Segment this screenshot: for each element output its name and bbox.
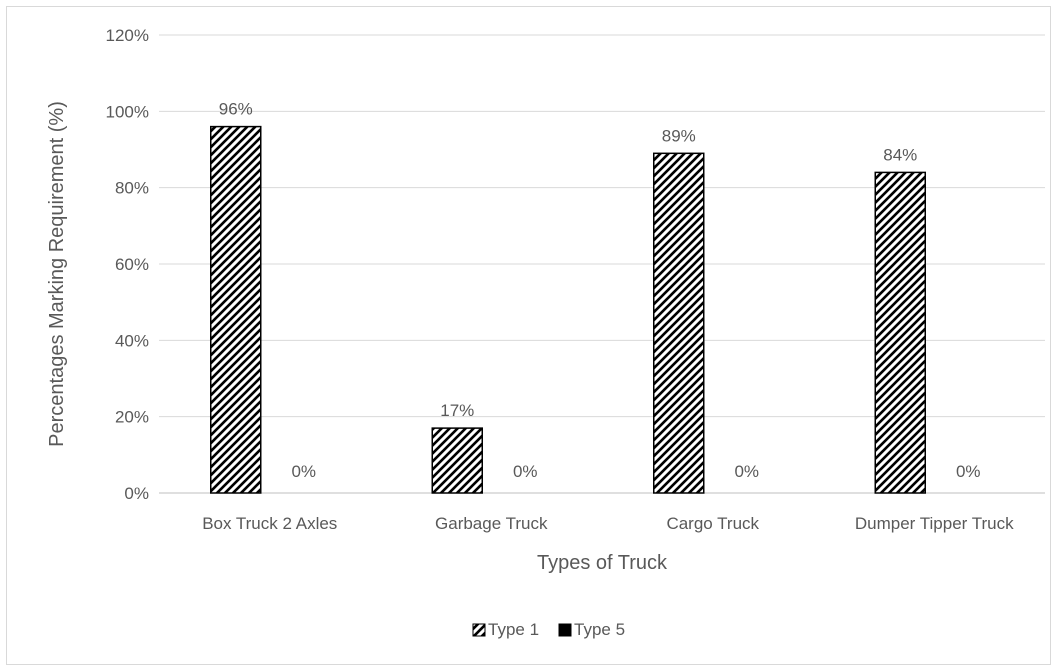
legend: Type 1 Type 5 [472,620,625,639]
bar-type-1 [653,152,705,494]
y-axis-title: Percentages Marking Requirement (%) [46,101,68,447]
y-tick-label: 20% [115,408,149,427]
y-tick-label: 0% [124,484,149,503]
y-tick-label: 60% [115,255,149,274]
legend-swatch-type-5 [558,623,572,637]
y-tick-label: 80% [115,179,149,198]
x-tick-label: Box Truck 2 Axles [202,514,337,533]
data-label: 0% [513,462,538,481]
legend-label: Type 1 [488,620,539,639]
y-tick-label: 120% [106,26,149,45]
data-label: 0% [956,462,981,481]
y-tick-label: 100% [106,102,149,121]
bar-type-1 [874,171,926,494]
bar-type-1 [431,427,483,494]
bar-chart: 0% 20% 40% 60% 80% 100% 120% 96% 0% Box Truck 2 A… [46,26,1045,639]
data-label: 0% [291,462,316,481]
y-tick-label: 40% [115,331,149,350]
data-label: 96% [219,100,253,119]
data-label: 84% [883,145,917,164]
legend-label: Type 5 [574,620,625,639]
bar-type-1 [210,125,262,494]
data-label: 17% [440,401,474,420]
legend-swatch-type-1 [472,623,486,637]
chart-frame: 0% 20% 40% 60% 80% 100% 120% 96% 0% Box Truck 2 A… [6,6,1051,665]
x-tick-label: Garbage Truck [435,514,548,533]
x-tick-label: Cargo Truck [666,514,759,533]
data-label: 89% [662,126,696,145]
x-tick-label: Dumper Tipper Truck [855,514,1014,533]
data-label: 0% [734,462,759,481]
x-axis-title: Types of Truck [537,552,668,574]
